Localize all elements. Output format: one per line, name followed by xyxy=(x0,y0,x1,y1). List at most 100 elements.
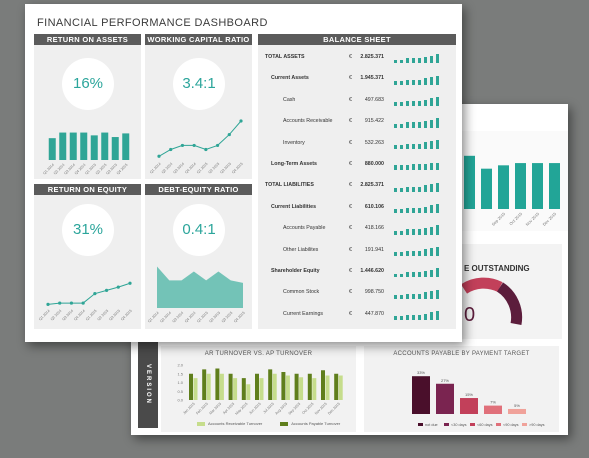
x-tick-label: Q2 2014 xyxy=(161,162,174,175)
balance-row-value: 1.945.371 xyxy=(360,75,384,82)
roe-value: 31% xyxy=(62,204,114,256)
series-point xyxy=(192,143,196,148)
spark-bar xyxy=(418,272,421,278)
spark-bar xyxy=(412,101,415,107)
spark-bar xyxy=(412,163,415,171)
balance-row-sparkbars xyxy=(394,268,439,278)
spark-bar xyxy=(424,313,427,321)
x-tick-label: Sep 2015 xyxy=(288,402,302,416)
ap-target-bar xyxy=(412,376,430,414)
balance-row-label: Cash xyxy=(283,96,296,103)
balance-row-sparkbars xyxy=(394,54,439,64)
spark-bar xyxy=(412,122,415,128)
x-tick-label: Q4 2015 xyxy=(233,311,246,324)
spark-bar xyxy=(424,270,427,278)
balance-row-sparkbars xyxy=(394,204,439,214)
ap-target-bar xyxy=(508,408,526,414)
spark-bar xyxy=(424,292,427,299)
spark-bar xyxy=(424,99,427,107)
spark-bar xyxy=(424,56,427,64)
balance-row-label: Inventory xyxy=(283,139,305,146)
series-point xyxy=(81,301,85,305)
spark-bar xyxy=(418,101,421,107)
spark-bar xyxy=(436,182,439,192)
version-tab[interactable]: VERSION xyxy=(138,342,158,428)
ap-bar xyxy=(334,373,339,400)
spark-bar xyxy=(394,102,397,107)
spark-bar xyxy=(406,229,409,235)
spark-bar xyxy=(394,230,397,235)
balance-row-value: 880.000 xyxy=(364,161,384,167)
spark-bar xyxy=(436,139,439,149)
ap-target-legend-label: <60 days xyxy=(477,423,493,427)
roe-header: RETURN ON EQUITY xyxy=(34,184,141,195)
roa-bar xyxy=(122,133,130,160)
x-tick-label: Q3 2015 xyxy=(108,309,121,322)
ar-bar xyxy=(206,373,211,400)
balance-row-label: Current Earnings xyxy=(283,310,324,317)
balance-row-currency: € xyxy=(349,246,352,253)
balance-row-sparkbars xyxy=(394,118,439,128)
balance-row: Current Liabilities €610.106 xyxy=(258,198,456,219)
balance-row-value: 191.941 xyxy=(364,246,384,253)
ap-target-value-label: 27% xyxy=(441,378,449,383)
y-tick-label: 1.0 xyxy=(177,380,183,385)
x-tick-label: Mar 2015 xyxy=(209,402,223,416)
series-point xyxy=(204,147,208,152)
spark-bar xyxy=(436,118,439,128)
balance-row-label: Accounts Receivable xyxy=(283,118,333,125)
y-tick-label: 0.5 xyxy=(177,389,183,394)
balance-sheet-panel: BALANCE SHEET TOTAL ASSETS €2.825.371 Curr… xyxy=(258,34,456,329)
spark-bar xyxy=(430,141,433,149)
ap-bar xyxy=(202,369,207,400)
spark-bar xyxy=(406,122,409,128)
ap-bar xyxy=(307,373,312,400)
balance-row-label: Common Stock xyxy=(283,289,320,296)
roa-value: 16% xyxy=(62,58,114,110)
ap-bar xyxy=(294,373,299,400)
x-tick-label: Oct 2015 xyxy=(508,211,524,227)
back-top-bar xyxy=(464,155,475,209)
spark-bar xyxy=(394,209,397,214)
x-tick-label: Jul 2015 xyxy=(262,402,274,414)
balance-row-currency: € xyxy=(349,289,352,296)
back-top-bar xyxy=(481,168,492,209)
ap-bar xyxy=(281,372,286,400)
spark-bar xyxy=(412,229,415,235)
outstanding-title: E OUTSTANDING xyxy=(464,264,530,273)
balance-row-value: 915.422 xyxy=(364,118,384,125)
spark-bar xyxy=(412,58,415,64)
ap-target-bar xyxy=(460,398,478,414)
spark-bar xyxy=(400,145,403,149)
spark-bar xyxy=(394,187,397,192)
spark-bar xyxy=(400,59,403,64)
series-point xyxy=(46,302,50,306)
balance-row: Cash €497.683 xyxy=(258,91,456,112)
y-tick-label: 1.5 xyxy=(177,371,183,376)
der-header: DEBT-EQUITY RATIO xyxy=(145,184,252,195)
spark-bar xyxy=(406,165,409,171)
back-bar-panel: Sep 2015 Oct 2015 Nov 2015 Dec 2015 xyxy=(462,131,568,231)
x-tick-label: May 2015 xyxy=(235,402,249,416)
spark-bar xyxy=(394,316,397,321)
ap-target-legend-swatch xyxy=(522,423,527,426)
balance-row-sparkbars xyxy=(394,162,439,171)
balance-row-currency: € xyxy=(349,310,352,317)
ap-target-legend-swatch xyxy=(496,423,501,426)
spark-bar xyxy=(418,143,421,149)
series-point xyxy=(128,281,132,285)
outstanding-gauge xyxy=(462,277,523,326)
spark-bar xyxy=(436,311,439,321)
x-tick-label: Q3 2015 xyxy=(221,311,234,324)
ap-target-legend-swatch xyxy=(418,423,423,426)
x-tick-label: Q3 2014 xyxy=(173,162,186,175)
spark-bar xyxy=(400,102,403,107)
x-tick-label: Dec 2015 xyxy=(327,402,341,416)
roa-bar xyxy=(59,132,67,160)
der-panel: DEBT-EQUITY RATIO 0.4:1 Q1 2014 Q2 2014 Q3… xyxy=(145,184,252,329)
roe-chart: Q1 2014 Q2 2014 Q3 2014 Q4 2014 Q1 2015 Q2 20… xyxy=(38,281,133,322)
ar-bar xyxy=(325,375,330,400)
spark-bar xyxy=(406,58,409,64)
spark-bar xyxy=(406,143,409,149)
spark-bar xyxy=(418,315,421,321)
